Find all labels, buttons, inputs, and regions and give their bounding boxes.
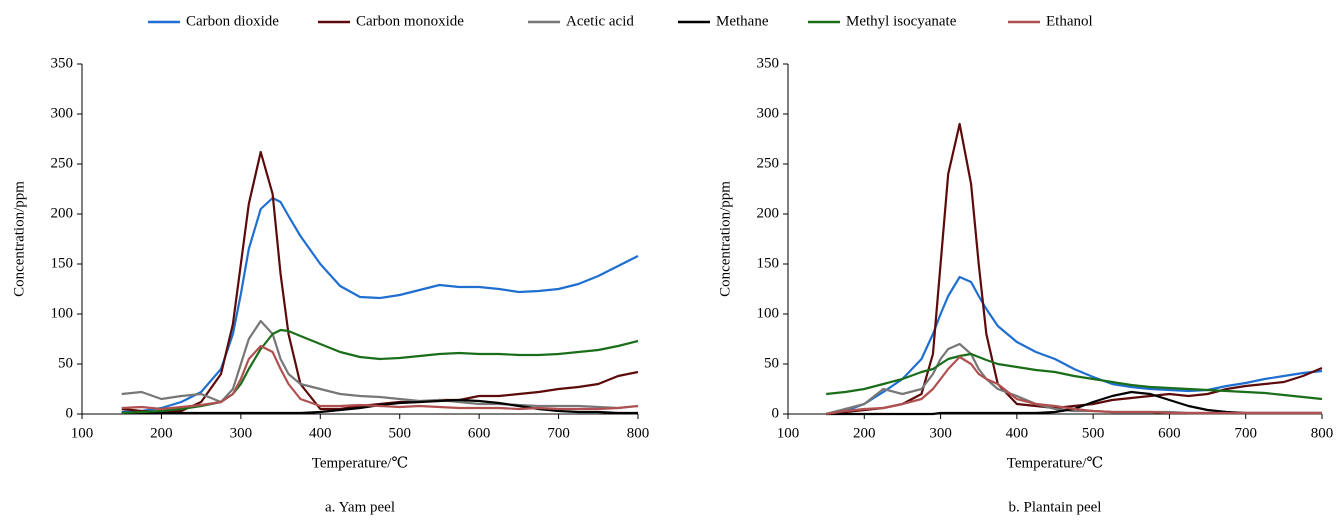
x-tick-label: 800 <box>627 425 650 441</box>
series-line <box>825 275 1323 416</box>
x-axis-label: Temperature/℃ <box>312 455 409 471</box>
x-tick-label: 300 <box>929 425 952 441</box>
legend-label: Ethanol <box>1046 13 1093 29</box>
legend-label: Acetic acid <box>566 13 634 29</box>
x-tick-label: 400 <box>1006 425 1029 441</box>
series-line <box>121 196 639 414</box>
series-line <box>826 122 1323 416</box>
x-tick-label: 500 <box>388 425 411 441</box>
y-tick-label: 150 <box>51 255 74 271</box>
y-tick-label: 350 <box>51 55 74 71</box>
series-line <box>121 344 639 411</box>
x-tick-label: 600 <box>1158 425 1181 441</box>
y-axis-label: Concentration/ppm <box>717 181 733 297</box>
x-tick-label: 800 <box>1311 425 1334 441</box>
y-tick-label: 300 <box>757 105 780 121</box>
series-line <box>826 352 1323 401</box>
series-line <box>121 319 639 410</box>
x-tick-label: 700 <box>1234 425 1257 441</box>
x-tick-label: 600 <box>468 425 491 441</box>
y-tick-label: 300 <box>51 105 74 121</box>
y-tick-label: 50 <box>764 355 779 371</box>
x-tick-label: 200 <box>853 425 876 441</box>
x-tick-label: 700 <box>547 425 570 441</box>
x-tick-label: 100 <box>777 425 800 441</box>
x-tick-label: 300 <box>230 425 253 441</box>
x-tick-label: 100 <box>71 425 94 441</box>
legend-label: Methane <box>716 13 769 29</box>
chart-caption: a. Yam peel <box>325 499 395 515</box>
y-tick-label: 100 <box>51 305 74 321</box>
x-axis-label: Temperature/℃ <box>1007 455 1104 471</box>
series-line <box>121 328 639 415</box>
legend-label: Carbon monoxide <box>356 13 464 29</box>
y-tick-label: 0 <box>772 405 780 421</box>
legend-label: Carbon dioxide <box>186 13 279 29</box>
y-tick-label: 50 <box>58 355 73 371</box>
series-line <box>825 355 1322 416</box>
y-tick-label: 250 <box>757 155 780 171</box>
y-tick-label: 250 <box>51 155 74 171</box>
y-axis-label: Concentration/ppm <box>11 181 27 297</box>
y-tick-label: 200 <box>757 205 780 221</box>
x-tick-label: 400 <box>309 425 332 441</box>
y-tick-label: 100 <box>757 305 780 321</box>
x-tick-label: 200 <box>150 425 173 441</box>
legend-label: Methyl isocyanate <box>846 13 957 29</box>
y-tick-label: 0 <box>66 405 74 421</box>
y-tick-label: 350 <box>757 55 780 71</box>
chart-caption: b. Plantain peel <box>1009 499 1102 515</box>
series-line <box>121 150 639 414</box>
y-tick-label: 200 <box>51 205 74 221</box>
y-tick-label: 150 <box>757 255 780 271</box>
x-tick-label: 500 <box>1082 425 1105 441</box>
